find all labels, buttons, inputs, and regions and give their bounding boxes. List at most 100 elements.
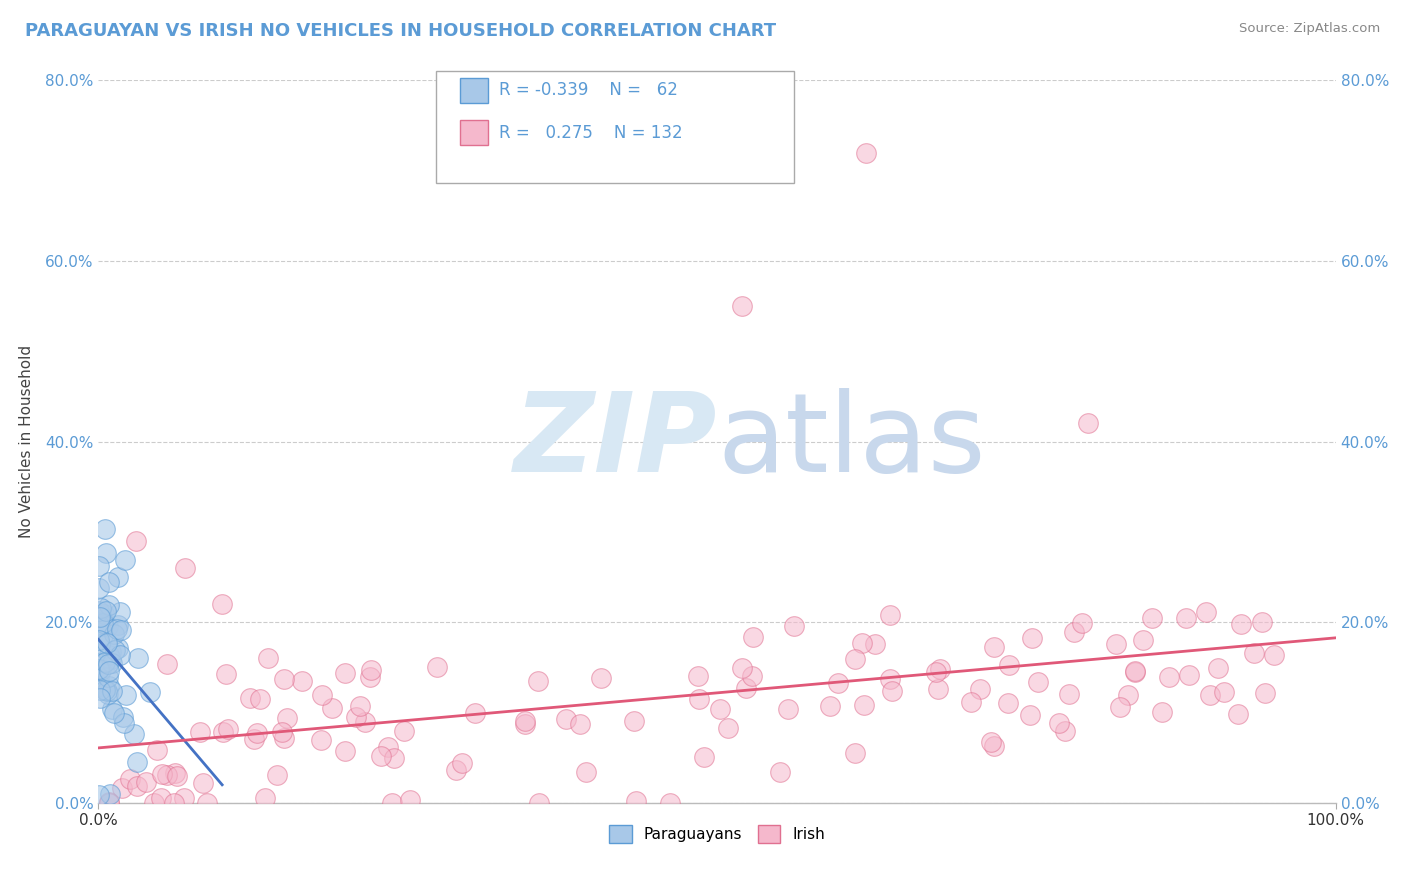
Point: [97, 670, 120, 684]
Point: [135, 775, 157, 789]
Point: [1054, 724, 1077, 739]
Point: [377, 740, 399, 755]
Point: [1047, 716, 1070, 731]
Point: [998, 658, 1021, 673]
Point: [623, 714, 645, 729]
Point: [464, 706, 486, 720]
Point: [93, 655, 115, 669]
Point: [89, 619, 111, 633]
Point: [1077, 417, 1099, 431]
Point: [827, 675, 849, 690]
Point: [98, 788, 121, 802]
Point: [1206, 661, 1229, 675]
Point: [96, 635, 118, 649]
Point: [97, 648, 120, 662]
Point: [110, 624, 132, 638]
Text: atlas: atlas: [717, 388, 986, 495]
Point: [1132, 632, 1154, 647]
Point: [89, 789, 111, 803]
Point: [243, 731, 266, 746]
Point: [98, 679, 121, 693]
Point: [87, 662, 110, 676]
Point: [97, 618, 120, 632]
Point: [776, 702, 799, 716]
Point: [742, 630, 765, 644]
Point: [89, 632, 111, 647]
Point: [273, 731, 295, 746]
Text: R = -0.339    N =   62: R = -0.339 N = 62: [499, 81, 678, 99]
Point: [96, 657, 118, 671]
Point: [863, 637, 886, 651]
Point: [249, 691, 271, 706]
Point: [450, 756, 472, 770]
Point: [118, 772, 141, 787]
Point: [575, 765, 598, 780]
Point: [90, 680, 112, 694]
Point: [89, 683, 111, 698]
Point: [110, 780, 132, 795]
Point: [844, 746, 866, 760]
Point: [211, 597, 233, 611]
Point: [89, 670, 111, 684]
Point: [96, 684, 118, 698]
Text: PARAGUAYAN VS IRISH NO VEHICLES IN HOUSEHOLD CORRELATION CHART: PARAGUAYAN VS IRISH NO VEHICLES IN HOUSE…: [25, 22, 776, 40]
Point: [124, 533, 146, 548]
Point: [333, 665, 356, 680]
Point: [688, 669, 710, 683]
Text: ZIP: ZIP: [513, 388, 717, 495]
Point: [359, 670, 381, 684]
Point: [769, 765, 792, 780]
Point: [1059, 687, 1081, 701]
Point: [98, 575, 121, 590]
Point: [97, 598, 120, 612]
Point: [1263, 648, 1285, 663]
Point: [1026, 675, 1049, 690]
Point: [98, 796, 121, 810]
Point: [87, 615, 110, 629]
Point: [709, 702, 731, 716]
Point: [335, 744, 357, 758]
Point: [589, 672, 612, 686]
Point: [291, 673, 314, 688]
Point: [125, 756, 148, 770]
Point: [98, 665, 121, 679]
Point: [741, 669, 763, 683]
Point: [89, 604, 111, 618]
Point: [105, 622, 128, 636]
Point: [256, 651, 278, 665]
Point: [114, 553, 136, 567]
Point: [107, 569, 129, 583]
Point: [1063, 624, 1085, 639]
Point: [188, 724, 211, 739]
Point: [1150, 705, 1173, 719]
Point: [360, 663, 382, 677]
Point: [94, 604, 117, 618]
Point: [107, 617, 129, 632]
Y-axis label: No Vehicles in Household: No Vehicles in Household: [18, 345, 34, 538]
Point: [1254, 686, 1277, 700]
Point: [513, 714, 536, 728]
Point: [716, 721, 738, 735]
Point: [103, 627, 125, 641]
Point: [851, 636, 873, 650]
Point: [239, 691, 262, 706]
Point: [156, 657, 179, 671]
Point: [527, 796, 550, 810]
Point: [273, 672, 295, 686]
Point: [125, 780, 148, 794]
Point: [311, 688, 333, 702]
Point: [156, 768, 179, 782]
Point: [87, 645, 110, 659]
Point: [100, 684, 122, 698]
Point: [128, 650, 150, 665]
Text: Source: ZipAtlas.com: Source: ZipAtlas.com: [1240, 22, 1381, 36]
Point: [165, 765, 187, 780]
Point: [163, 796, 186, 810]
Point: [959, 695, 981, 709]
Point: [90, 600, 112, 615]
Point: [89, 691, 111, 706]
Point: [321, 701, 343, 715]
Point: [173, 791, 195, 805]
Point: [1019, 708, 1042, 723]
Point: [276, 711, 298, 725]
